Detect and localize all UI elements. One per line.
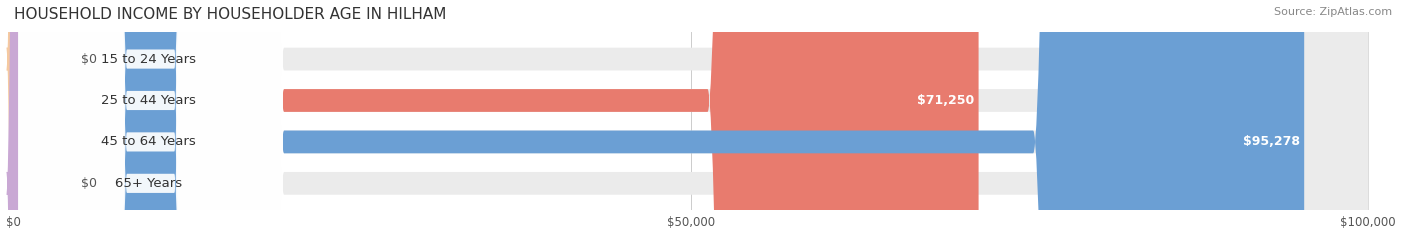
FancyBboxPatch shape <box>13 0 1368 233</box>
FancyBboxPatch shape <box>6 0 80 233</box>
FancyBboxPatch shape <box>18 0 283 233</box>
Text: $0: $0 <box>80 177 97 190</box>
FancyBboxPatch shape <box>13 0 1368 233</box>
Text: 45 to 64 Years: 45 to 64 Years <box>101 135 195 148</box>
FancyBboxPatch shape <box>18 0 283 233</box>
Text: 15 to 24 Years: 15 to 24 Years <box>101 53 195 65</box>
FancyBboxPatch shape <box>6 0 80 233</box>
FancyBboxPatch shape <box>13 0 1305 233</box>
FancyBboxPatch shape <box>18 0 283 233</box>
Text: $95,278: $95,278 <box>1243 135 1301 148</box>
Text: $0: $0 <box>80 53 97 65</box>
FancyBboxPatch shape <box>13 0 979 233</box>
FancyBboxPatch shape <box>13 0 1368 233</box>
Text: 65+ Years: 65+ Years <box>115 177 183 190</box>
FancyBboxPatch shape <box>13 0 1368 233</box>
Text: Source: ZipAtlas.com: Source: ZipAtlas.com <box>1274 7 1392 17</box>
Text: 25 to 44 Years: 25 to 44 Years <box>101 94 195 107</box>
Text: HOUSEHOLD INCOME BY HOUSEHOLDER AGE IN HILHAM: HOUSEHOLD INCOME BY HOUSEHOLDER AGE IN H… <box>14 7 447 22</box>
Text: $71,250: $71,250 <box>917 94 974 107</box>
FancyBboxPatch shape <box>18 0 283 233</box>
